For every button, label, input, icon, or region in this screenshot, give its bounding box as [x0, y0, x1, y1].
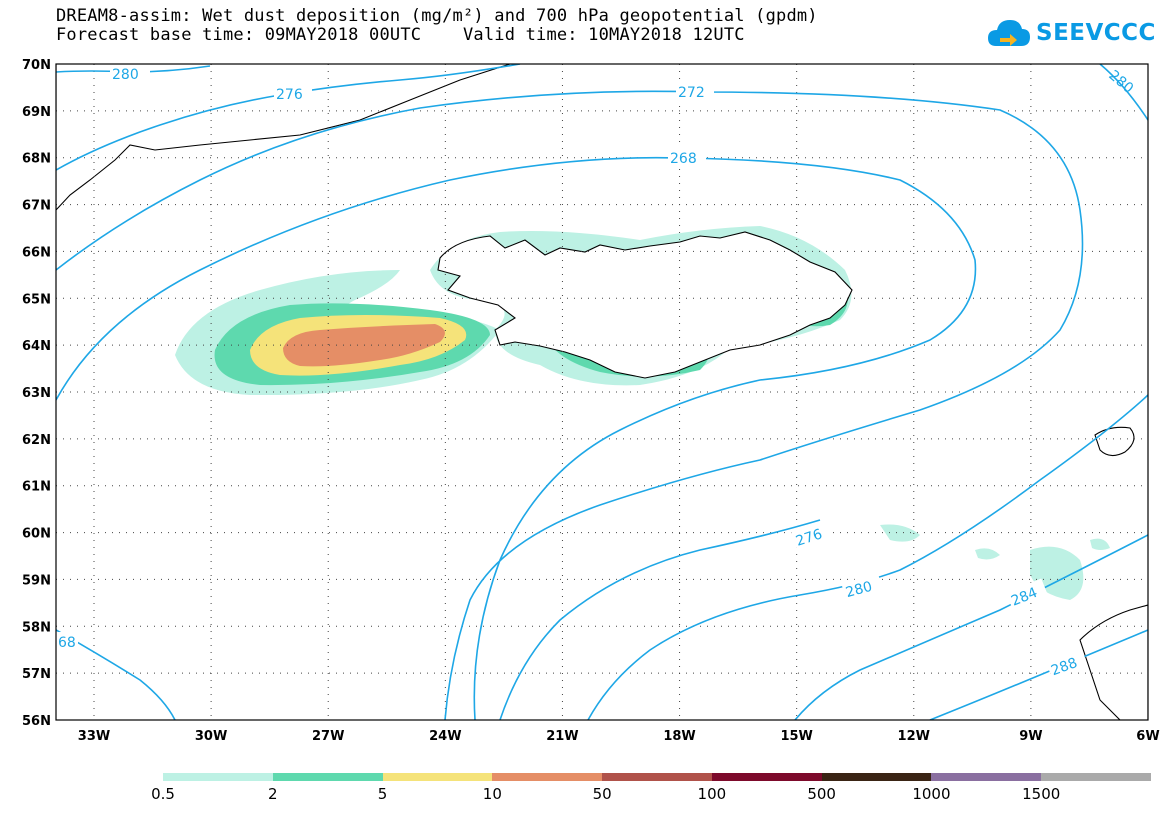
legend-color-segment — [931, 773, 1042, 781]
lat-label: 60N — [22, 527, 51, 542]
lat-label: 64N — [22, 339, 51, 354]
iceland-coast — [437, 231, 853, 379]
lat-label: 65N — [22, 292, 51, 307]
contour-280-ne — [1099, 64, 1148, 121]
contour-label-276-se: 276 — [794, 526, 824, 550]
chart-subtitle-times: Forecast base time: 09MAY2018 00UTC Vali… — [56, 25, 745, 45]
lon-label: 18W — [663, 729, 695, 744]
lat-label: 63N — [22, 386, 51, 401]
contour-288 — [929, 629, 1148, 720]
contour-label-280-se: 280 — [844, 579, 874, 601]
lat-label: 57N — [22, 667, 51, 682]
lat-label: 61N — [22, 480, 51, 495]
coastlines — [56, 64, 1148, 720]
contour-label-280-ne: 280 — [1105, 67, 1136, 96]
legend-color-segment — [272, 773, 383, 781]
contour-276-se — [499, 519, 821, 720]
contour-268-sw — [56, 629, 176, 720]
lat-label: 68N — [22, 152, 51, 167]
contour-label-288: 288 — [1049, 655, 1080, 679]
chart-title: DREAM8-assim: Wet dust deposition (mg/m²… — [56, 6, 818, 26]
contour-label-68: 68 — [58, 635, 76, 651]
lat-label: 67N — [22, 199, 51, 214]
contour-label-280-nw: 280 — [112, 67, 139, 83]
legend-colorbar — [163, 773, 1152, 781]
lon-label: 9W — [1019, 729, 1042, 744]
contour-labels: 280 276 272 268 280 276 280 284 288 68 — [56, 64, 1136, 679]
lat-label: 62N — [22, 433, 51, 448]
legend-label: 1000 — [912, 785, 951, 803]
lat-lon-grid — [56, 64, 1148, 720]
dust-plume-orange — [283, 324, 445, 367]
faroe-coast — [1094, 426, 1135, 457]
legend-label: 10 — [482, 785, 502, 803]
legend-label: 1500 — [1022, 785, 1061, 803]
legend-label: 100 — [697, 785, 727, 803]
legend-label: 50 — [592, 785, 612, 803]
dust-patch-4 — [1090, 538, 1110, 550]
seevccc-logo: SEEVCCC — [986, 16, 1166, 56]
legend-label: 500 — [807, 785, 836, 803]
contour-label-276: 276 — [276, 87, 303, 103]
legend-color-segment — [382, 773, 493, 781]
legend-label: 0.5 — [151, 785, 175, 803]
dust-patch-2 — [880, 524, 920, 542]
legend-label: 5 — [377, 785, 388, 803]
lon-label: 15W — [780, 729, 812, 744]
lat-label: 70N — [22, 58, 51, 73]
lat-label: 66N — [22, 245, 51, 260]
lon-label: 27W — [312, 729, 344, 744]
longitude-labels: 33W 30W 27W 24W 21W 18W 15W 12W 9W 6W — [78, 729, 1160, 744]
lat-label: 69N — [22, 105, 51, 120]
contour-272 — [56, 90, 1084, 720]
legend-color-segment — [602, 773, 712, 781]
lat-label: 58N — [22, 620, 51, 635]
contour-label-272: 272 — [678, 85, 705, 101]
lon-label: 12W — [898, 729, 930, 744]
legend-color-segment — [492, 773, 603, 781]
legend-label: 2 — [267, 785, 278, 803]
lon-label: 33W — [78, 729, 110, 744]
scotland-coast — [1079, 604, 1148, 720]
lon-label: 21W — [546, 729, 578, 744]
lat-label: 59N — [22, 573, 51, 588]
lat-label: 56N — [22, 714, 51, 729]
legend-color-segment — [163, 773, 273, 781]
latitude-labels: 70N 69N 68N 67N 66N 65N 64N 63N 62N 61N 60N 59N 58N 5… — [22, 58, 51, 729]
lon-label: 6W — [1136, 729, 1159, 744]
contour-268 — [56, 156, 977, 720]
contour-label-284: 284 — [1009, 585, 1040, 610]
legend-color-segment — [711, 773, 822, 781]
greenland-coast — [56, 64, 511, 211]
dust-patch-3 — [975, 548, 1000, 560]
contour-284 — [794, 534, 1148, 720]
cloud-icon — [988, 20, 1030, 46]
lon-label: 24W — [429, 729, 461, 744]
lon-label: 30W — [195, 729, 227, 744]
contour-label-268: 268 — [670, 151, 697, 167]
plot-frame — [55, 63, 1149, 721]
logo-text: SEEVCCC — [1036, 20, 1156, 46]
legend-color-segment — [821, 773, 932, 781]
legend-color-segment — [1041, 773, 1152, 781]
